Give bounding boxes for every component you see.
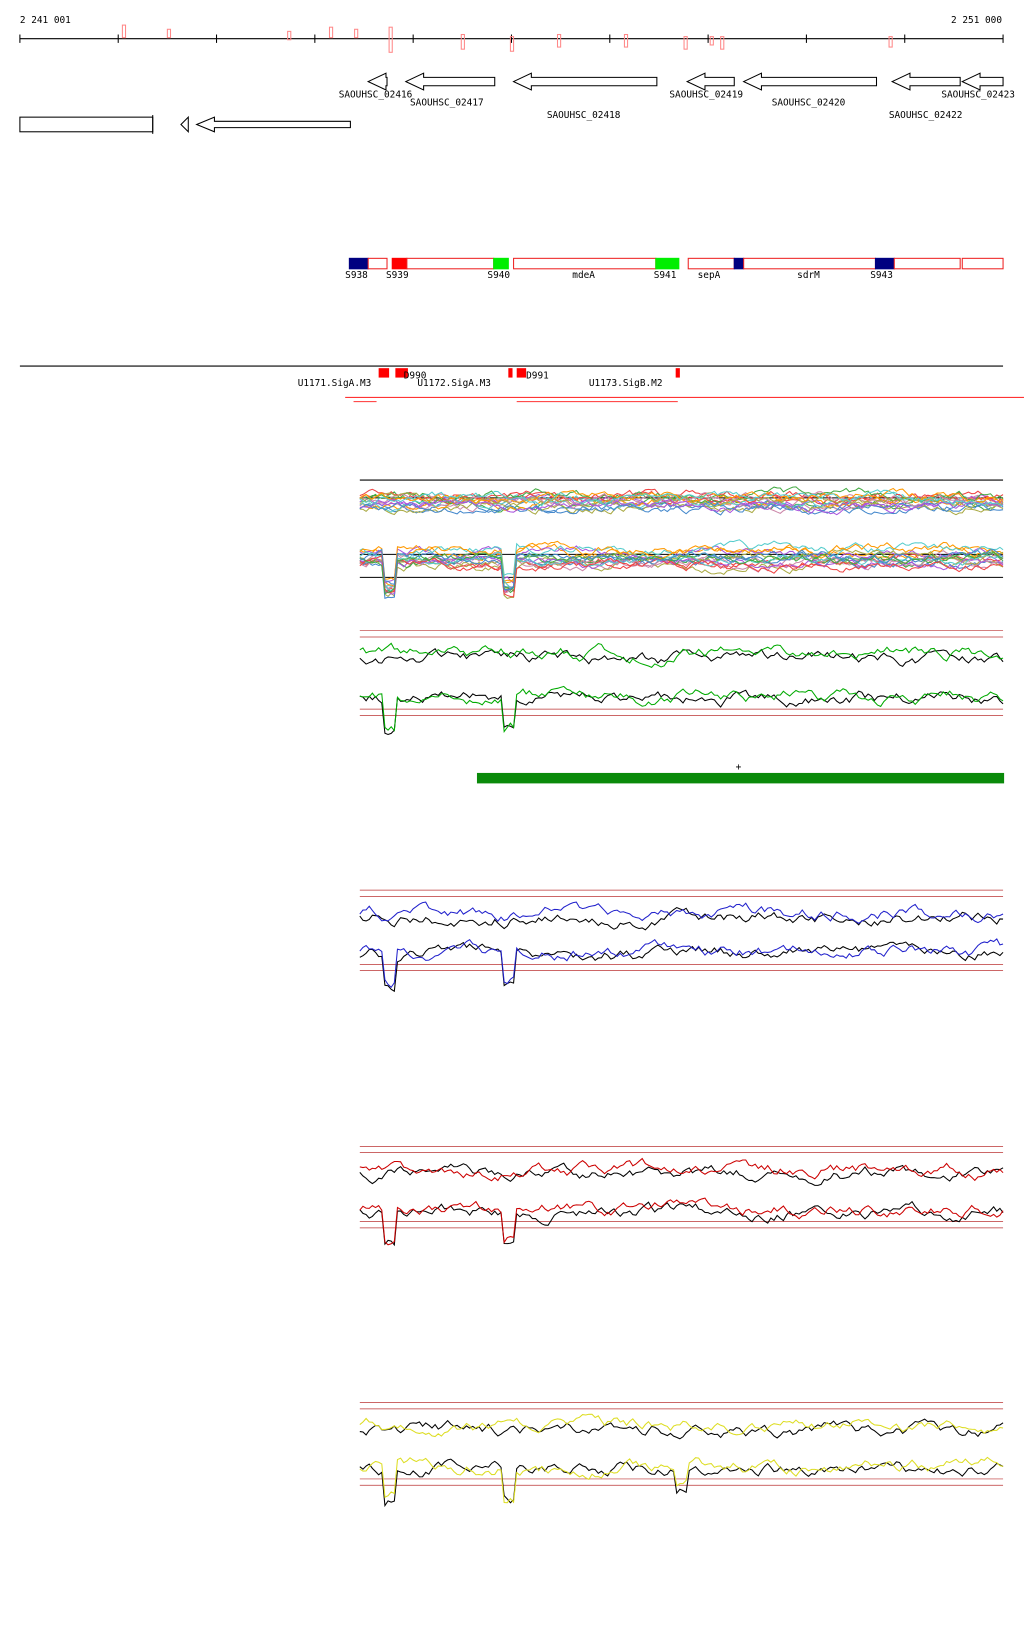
transcript-mark [378, 368, 390, 378]
gene-label: SAOUHSC_02416 [339, 89, 413, 100]
transcript-label: U1171.SigA.M3 [298, 378, 372, 389]
signal-trace [359, 554, 1004, 595]
signal-trace [359, 1157, 1004, 1182]
gene-label: SAOUHSC_02419 [669, 89, 743, 100]
gene-arrow [180, 115, 189, 134]
feature-box [513, 257, 657, 270]
gene-arrow [685, 72, 735, 91]
signal-trace [359, 489, 1004, 507]
signal-trace [359, 642, 1004, 669]
transcript-label: D990 [404, 371, 427, 382]
ruler-mark [720, 36, 725, 50]
signal-trace [359, 685, 1004, 734]
feature-box [874, 257, 895, 270]
signal-trace [359, 501, 1004, 515]
ruler-mark [556, 33, 562, 48]
signal-trace [359, 548, 1004, 591]
feature-label: S940 [487, 270, 510, 281]
gene-box [19, 116, 154, 133]
ruler-mark [623, 33, 629, 48]
signal-trace [359, 1458, 1004, 1508]
feature-box [348, 257, 369, 270]
gene-label: SAOUHSC_02417 [410, 98, 484, 109]
feature-box [406, 257, 495, 270]
ruler-mark [121, 24, 127, 39]
signal-trace [359, 1418, 1004, 1440]
feature-box [733, 257, 745, 270]
gene-label: SAOUHSC_02422 [889, 110, 963, 121]
feature-label: S939 [386, 270, 409, 281]
ruler-mark [709, 36, 714, 46]
gene-label: SAOUHSC_02420 [772, 98, 846, 109]
feature-label: S938 [345, 270, 368, 281]
feature-box [367, 257, 388, 270]
start-coordinate: 2 241 001 [20, 15, 71, 26]
gene-arrow [195, 116, 351, 133]
feature-box [493, 257, 509, 270]
end-coordinate: 2 251 000 [951, 15, 1002, 26]
signal-trace [359, 554, 1004, 598]
transcript-label: U1172.SigA.M3 [417, 378, 491, 389]
gene-label: SAOUHSC_02423 [941, 89, 1015, 100]
feature-label: sepA [698, 270, 721, 281]
feature-box [893, 257, 961, 270]
feature-box [743, 257, 876, 270]
ruler-mark [354, 28, 359, 39]
feature-box [655, 257, 680, 270]
ruler-mark [460, 33, 465, 50]
ruler-mark [683, 36, 688, 50]
feature-label: S943 [870, 270, 893, 281]
ruler-mark [888, 36, 893, 48]
ruler-mark [328, 26, 334, 39]
signal-trace [359, 1413, 1004, 1438]
transcript-label: U1173.SigB.M2 [589, 378, 663, 389]
gene-arrow [366, 72, 388, 91]
transcript-mark [395, 368, 408, 378]
signal-trace [359, 1197, 1004, 1246]
gene-arrow [512, 72, 658, 91]
transcript-mark [508, 368, 513, 378]
gene-arrow [742, 72, 878, 91]
feature-box [961, 257, 1004, 270]
ruler-mark [388, 26, 393, 53]
signal-trace [359, 550, 1004, 599]
signal-trace [359, 498, 1004, 516]
gene-arrow [890, 72, 961, 91]
marker: + [736, 762, 742, 773]
signal-trace [359, 906, 1004, 931]
green-region [476, 772, 1005, 784]
transcript-mark [516, 368, 527, 378]
transcript-mark [675, 368, 680, 378]
signal-trace [359, 689, 1004, 735]
ruler-mark [287, 30, 292, 41]
transcript-label: D991 [526, 371, 549, 382]
signal-trace [359, 1456, 1004, 1504]
feature-label: mdeA [572, 270, 595, 281]
gene-arrow [404, 72, 496, 91]
signal-trace [359, 941, 1004, 993]
gene-label: SAOUHSC_02418 [547, 110, 621, 121]
signal-trace [359, 499, 1004, 516]
feature-label: sdrM [797, 270, 820, 281]
ruler-mark [509, 36, 515, 52]
signal-trace [359, 938, 1004, 989]
gene-arrow [961, 72, 1004, 91]
feature-label: S941 [654, 270, 677, 281]
ruler-mark [166, 28, 172, 39]
signal-trace [359, 901, 1004, 924]
feature-box [391, 257, 408, 270]
signal-trace [359, 540, 1004, 583]
signal-trace [359, 552, 1004, 595]
signal-trace [359, 1200, 1004, 1247]
feature-box [687, 257, 735, 270]
signal-trace [359, 551, 1004, 595]
